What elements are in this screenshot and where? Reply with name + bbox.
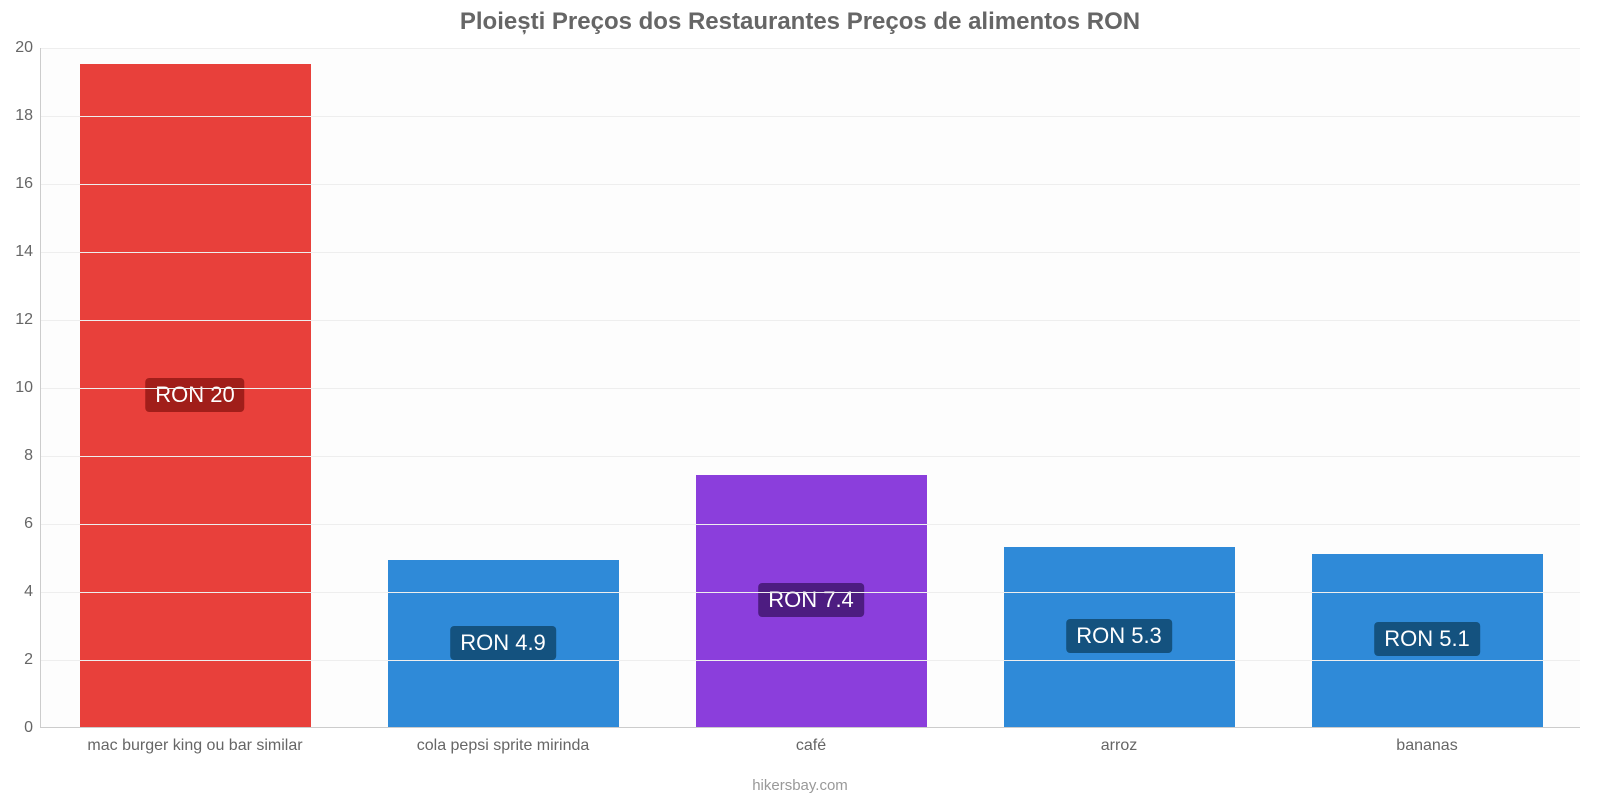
y-tick-label: 2 <box>24 651 41 669</box>
y-tick-label: 0 <box>24 719 41 737</box>
y-tick-label: 14 <box>15 243 41 261</box>
y-tick-label: 12 <box>15 311 41 329</box>
data-label: RON 20 <box>145 378 244 412</box>
chart-title: Ploiești Preços dos Restaurantes Preços … <box>0 0 1600 36</box>
plot-area: RON 20mac burger king ou bar similarRON … <box>40 48 1580 728</box>
grid-line <box>41 48 1580 49</box>
grid-line <box>41 184 1580 185</box>
grid-line <box>41 252 1580 253</box>
data-label: RON 5.3 <box>1066 619 1172 653</box>
y-tick-label: 4 <box>24 583 41 601</box>
y-tick-label: 18 <box>15 107 41 125</box>
data-label: RON 5.1 <box>1374 622 1480 656</box>
x-tick-label: café <box>657 727 965 755</box>
x-tick-label: mac burger king ou bar similar <box>41 727 349 755</box>
price-bar-chart: Ploiești Preços dos Restaurantes Preços … <box>0 0 1600 800</box>
grid-line <box>41 116 1580 117</box>
x-tick-label: cola pepsi sprite mirinda <box>349 727 657 755</box>
y-tick-label: 16 <box>15 175 41 193</box>
grid-line <box>41 592 1580 593</box>
y-tick-label: 6 <box>24 515 41 533</box>
grid-line <box>41 320 1580 321</box>
grid-line <box>41 524 1580 525</box>
y-tick-label: 10 <box>15 379 41 397</box>
data-label: RON 7.4 <box>758 583 864 617</box>
grid-line <box>41 660 1580 661</box>
x-tick-label: arroz <box>965 727 1273 755</box>
grid-line <box>41 388 1580 389</box>
grid-line <box>41 456 1580 457</box>
chart-footer: hikersbay.com <box>0 777 1600 794</box>
data-label: RON 4.9 <box>450 626 556 660</box>
y-tick-label: 20 <box>15 39 41 57</box>
y-tick-label: 8 <box>24 447 41 465</box>
x-tick-label: bananas <box>1273 727 1581 755</box>
